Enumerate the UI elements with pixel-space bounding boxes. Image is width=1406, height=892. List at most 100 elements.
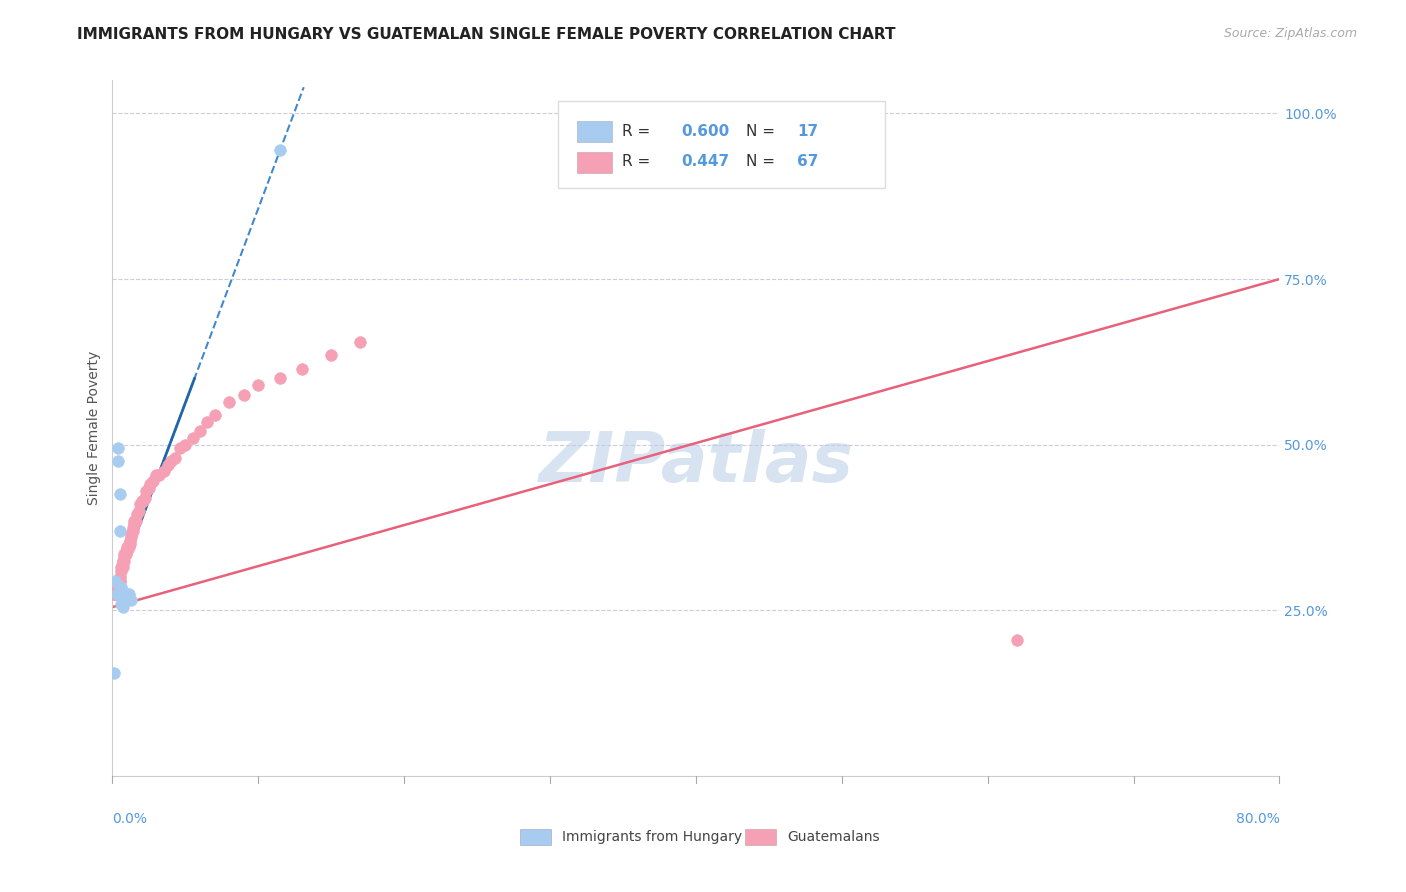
Point (269, 143, 291, 157)
Point (321, 348, 343, 362)
Point (135, 484, 157, 499)
Text: 0.600: 0.600 (681, 124, 730, 138)
Point (112, 547, 135, 561)
FancyBboxPatch shape (558, 101, 884, 188)
Text: R =: R = (623, 124, 655, 138)
Point (174, 438, 197, 452)
Point (103, 666, 125, 681)
Point (108, 574, 131, 588)
Text: ZIPatlas: ZIPatlas (538, 429, 853, 497)
Point (127, 508, 149, 522)
Point (110, 560, 132, 574)
Text: 80.0%: 80.0% (1236, 812, 1279, 826)
Point (128, 504, 150, 518)
Point (125, 514, 148, 528)
Point (110, 597, 132, 611)
Point (118, 537, 141, 551)
Point (122, 520, 145, 534)
Point (247, 378, 270, 392)
Point (169, 441, 191, 455)
Point (105, 587, 128, 601)
Point (115, 543, 138, 558)
Point (107, 441, 129, 455)
Point (111, 554, 134, 568)
Point (114, 543, 136, 558)
Point (104, 587, 127, 601)
Point (122, 524, 145, 538)
Text: N =: N = (747, 124, 780, 138)
Point (204, 408, 226, 422)
Point (120, 593, 142, 607)
Point (129, 497, 152, 511)
Y-axis label: Single Female Poverty: Single Female Poverty (87, 351, 101, 505)
Point (103, 587, 125, 601)
Bar (576, 121, 612, 142)
Point (165, 450, 187, 465)
Point (117, 537, 139, 551)
Point (107, 454, 129, 468)
Point (111, 600, 134, 615)
Point (112, 550, 135, 565)
Point (108, 570, 131, 584)
Point (105, 587, 128, 601)
Text: Immigrants from Hungary: Immigrants from Hungary (562, 830, 742, 844)
Point (115, 541, 138, 555)
Point (117, 541, 139, 555)
Point (269, 371, 291, 385)
Point (115, 587, 138, 601)
Point (114, 587, 136, 601)
Point (108, 574, 131, 588)
Point (139, 477, 162, 491)
Point (105, 580, 128, 594)
Text: 67: 67 (797, 154, 818, 169)
Point (156, 458, 179, 472)
Point (111, 554, 134, 568)
Point (138, 481, 160, 495)
Point (145, 467, 167, 482)
Point (120, 531, 142, 545)
Text: N =: N = (747, 154, 780, 169)
Point (111, 560, 134, 574)
Point (117, 587, 139, 601)
Point (152, 464, 174, 478)
Point (232, 388, 254, 402)
Text: 0.0%: 0.0% (112, 812, 148, 826)
Point (120, 527, 142, 541)
Point (107, 574, 129, 588)
Point (104, 583, 127, 598)
Text: 0.447: 0.447 (681, 154, 728, 169)
Text: IMMIGRANTS FROM HUNGARY VS GUATEMALAN SINGLE FEMALE POVERTY CORRELATION CHART: IMMIGRANTS FROM HUNGARY VS GUATEMALAN SI… (77, 27, 896, 42)
Point (218, 394, 240, 409)
Point (132, 494, 155, 508)
Point (134, 491, 156, 505)
Point (111, 593, 134, 607)
Point (124, 517, 146, 532)
Point (108, 524, 131, 538)
Point (114, 547, 136, 561)
Point (349, 334, 371, 349)
Text: R =: R = (623, 154, 655, 169)
Text: Guatemalans: Guatemalans (787, 830, 880, 844)
Point (1005, 633, 1028, 648)
Bar (576, 152, 612, 173)
Point (104, 574, 127, 588)
Point (291, 361, 314, 376)
Point (118, 533, 141, 548)
Point (112, 593, 135, 607)
Point (131, 494, 153, 508)
Point (124, 514, 146, 528)
Point (148, 467, 170, 482)
Point (107, 577, 129, 591)
Point (142, 474, 165, 488)
Point (112, 554, 135, 568)
Text: Source: ZipAtlas.com: Source: ZipAtlas.com (1223, 27, 1357, 40)
Point (195, 415, 218, 429)
Point (110, 564, 132, 578)
Point (104, 587, 127, 601)
Point (181, 431, 204, 445)
Point (110, 580, 132, 594)
Point (103, 587, 125, 601)
Point (188, 425, 211, 439)
Point (107, 580, 129, 594)
Text: 17: 17 (797, 124, 818, 138)
